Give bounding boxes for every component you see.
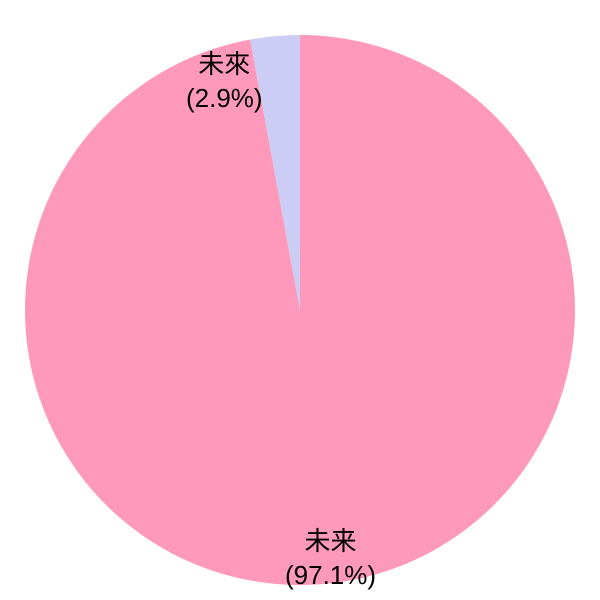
pie-chart-container: 未来 (97.1%) 未來 (2.9%): [0, 0, 600, 600]
slice-label-small: 未來 (2.9%): [186, 48, 263, 116]
slice-label-small-name: 未來: [186, 48, 263, 82]
pie-slices-group: [25, 35, 575, 585]
slice-label-small-percent: (2.9%): [186, 82, 263, 116]
slice-label-large-percent: (97.1%): [285, 559, 376, 593]
slice-label-large: 未来 (97.1%): [285, 525, 376, 593]
pie-chart-svg: [0, 0, 600, 600]
slice-label-large-name: 未来: [285, 525, 376, 559]
